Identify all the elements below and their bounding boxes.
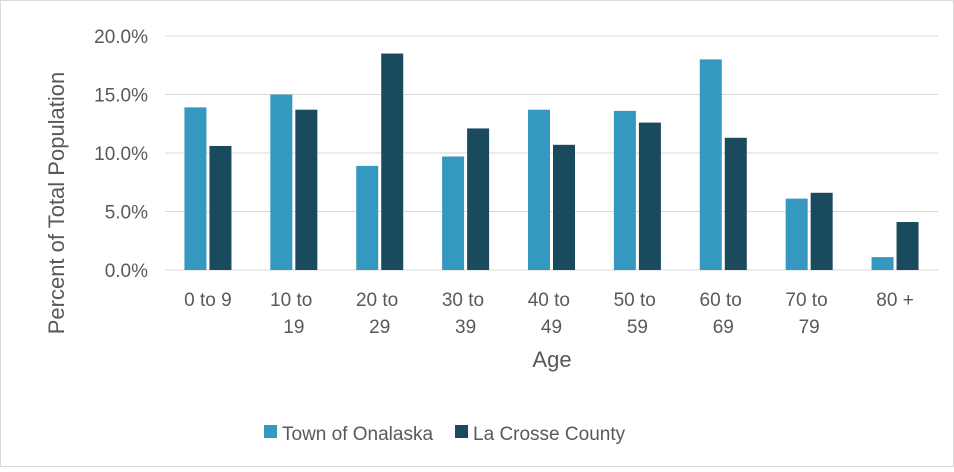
- y-tick-label: 10.0%: [94, 144, 148, 165]
- x-tick-label: 50 to 59: [614, 290, 662, 338]
- x-tick-label-line: 30 to: [442, 290, 490, 311]
- legend-swatch: [264, 425, 277, 438]
- y-tick-label: 15.0%: [94, 86, 148, 107]
- y-axis-label: Percent of Total Population: [44, 72, 69, 335]
- x-tick-label-line: 79: [799, 317, 820, 338]
- x-tick-label-line: 19: [283, 317, 304, 338]
- bar: [553, 144, 575, 270]
- x-tick-label-line: 49: [541, 317, 562, 338]
- bar: [785, 198, 808, 270]
- y-tick-label: 5.0%: [105, 203, 148, 224]
- bar: [184, 107, 207, 271]
- x-tick-label-line: 40 to: [528, 290, 576, 311]
- x-tick-label-line: 39: [455, 317, 476, 338]
- bar: [699, 59, 722, 271]
- legend-label: La Crosse County: [473, 424, 626, 445]
- x-tick-label: 60 to 69: [700, 290, 748, 338]
- x-tick-label-line: 60 to: [700, 290, 748, 311]
- x-tick-label: 80 +: [876, 290, 914, 311]
- y-tick-label: 0.0%: [105, 261, 148, 282]
- bar: [528, 109, 550, 271]
- bar: [871, 257, 894, 270]
- x-tick-label: 30 to 39: [442, 290, 490, 338]
- bar: [442, 156, 465, 270]
- bar: [638, 122, 661, 270]
- x-tick-label: 70 to 79: [785, 290, 833, 338]
- legend-label: Town of Onalaska: [282, 424, 433, 445]
- bar: [724, 137, 747, 270]
- bar: [356, 165, 379, 270]
- x-tick-label-line: 59: [627, 317, 648, 338]
- bar: [381, 53, 404, 270]
- bar: [810, 192, 833, 270]
- y-tick-label: 20.0%: [94, 27, 148, 48]
- bar: [295, 109, 318, 271]
- x-tick-label-line: 50 to: [614, 290, 662, 311]
- bar: [209, 145, 232, 270]
- x-tick-label: 0 to 9: [184, 290, 232, 311]
- bar: [613, 110, 636, 270]
- x-tick-label-line: 10 to: [270, 290, 318, 311]
- x-tick-label-line: 20 to: [356, 290, 404, 311]
- x-tick-label-line: 70 to: [785, 290, 833, 311]
- x-tick-label: 10 to 19: [270, 290, 318, 338]
- x-tick-label-line: 29: [369, 317, 390, 338]
- bar: [896, 222, 919, 270]
- x-tick-label: 40 to 49: [528, 290, 576, 338]
- x-tick-label: 20 to 29: [356, 290, 404, 338]
- legend-swatch: [455, 425, 469, 438]
- bar: [467, 128, 490, 270]
- x-tick-label-line: 69: [713, 317, 734, 338]
- bar: [270, 94, 293, 270]
- x-axis-label: Age: [532, 347, 571, 372]
